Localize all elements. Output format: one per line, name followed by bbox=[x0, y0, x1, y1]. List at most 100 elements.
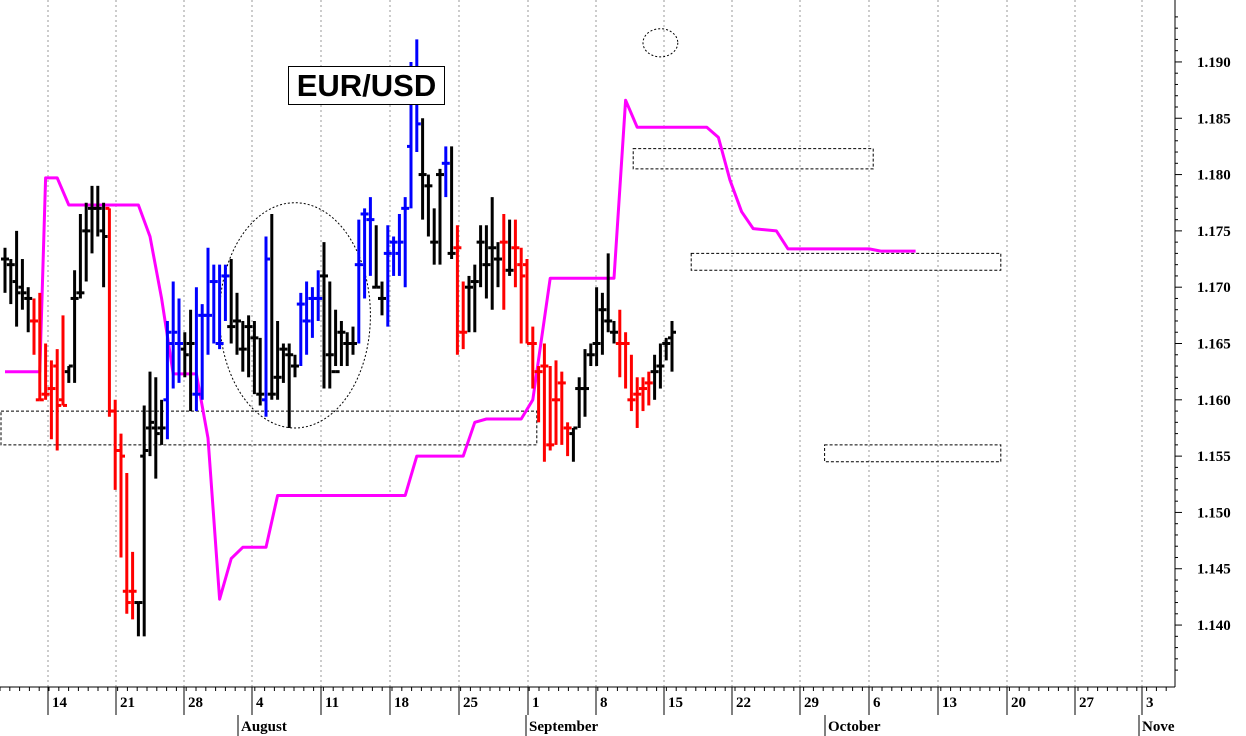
ohlc-bar bbox=[581, 349, 589, 417]
ohlc-bar bbox=[633, 377, 642, 428]
ohlc-bar bbox=[598, 292, 607, 355]
ohlc-bar bbox=[99, 202, 108, 288]
ohlc-bar bbox=[186, 309, 195, 412]
ohlc-bar bbox=[64, 364, 73, 383]
ohlc-bar bbox=[639, 377, 647, 412]
ohlc-bar bbox=[610, 320, 618, 344]
support-resistance-box bbox=[824, 444, 1002, 463]
ohlc-bar bbox=[273, 320, 282, 400]
ohlc-bar bbox=[424, 174, 433, 237]
ohlc-bar bbox=[343, 332, 352, 367]
y-tick-label: 1.145 bbox=[1197, 562, 1231, 578]
ohlc-bar bbox=[389, 236, 398, 276]
x-tick-label: 8 bbox=[600, 695, 608, 711]
ohlc-bar bbox=[505, 219, 514, 276]
ohlc-bar bbox=[447, 146, 456, 260]
y-tick-label: 1.160 bbox=[1197, 393, 1231, 409]
ohlc-bar bbox=[511, 219, 520, 288]
month-label: August bbox=[241, 719, 287, 735]
ohlc-bar bbox=[441, 146, 450, 198]
ohlc-bar bbox=[1, 247, 9, 293]
ohlc-bar bbox=[430, 208, 439, 265]
month-label: September bbox=[529, 719, 598, 735]
ohlc-bar bbox=[117, 433, 125, 558]
stop-line bbox=[5, 98, 916, 601]
ohlc-bar bbox=[285, 343, 294, 428]
x-tick-label: 14 bbox=[52, 695, 68, 711]
ohlc-bar bbox=[488, 197, 497, 310]
ohlc-bar bbox=[256, 337, 265, 406]
ohlc-bar bbox=[366, 197, 375, 276]
ohlc-bar bbox=[662, 337, 671, 361]
x-tick-label: 28 bbox=[188, 695, 203, 711]
y-tick-label: 1.185 bbox=[1197, 111, 1231, 127]
x-tick-label: 21 bbox=[120, 695, 135, 711]
ohlc-bar bbox=[557, 371, 566, 445]
ohlc-bar bbox=[546, 366, 555, 451]
ohlc-bar bbox=[302, 281, 311, 355]
ohlc-bar bbox=[238, 320, 247, 372]
ohlc-bar bbox=[111, 399, 120, 490]
ohlc-bar bbox=[244, 315, 253, 378]
ohlc-bar bbox=[233, 292, 241, 355]
ohlc-bar bbox=[383, 225, 392, 327]
ohlc-bar bbox=[482, 225, 491, 299]
ohlc-bar bbox=[378, 281, 386, 316]
ohlc-bar bbox=[459, 281, 468, 350]
y-tick-label: 1.165 bbox=[1197, 337, 1231, 353]
ohlc-bar bbox=[668, 320, 676, 372]
month-label: October bbox=[828, 719, 881, 735]
ohlc-bar bbox=[656, 343, 665, 389]
ohlc-bar bbox=[354, 219, 363, 344]
ohlc-bar bbox=[308, 287, 317, 338]
ohlc-bar bbox=[267, 213, 276, 400]
ohlc-bar bbox=[349, 326, 357, 355]
ohlc-bar bbox=[18, 259, 27, 310]
ohlc-bar bbox=[436, 168, 444, 265]
support-resistance-box bbox=[690, 252, 1002, 271]
ohlc-bar bbox=[24, 287, 33, 333]
ohlc-bar bbox=[180, 332, 189, 378]
ohlc-bar bbox=[320, 242, 328, 389]
ohlc-bar bbox=[157, 399, 166, 445]
ohlc-bar bbox=[453, 225, 462, 355]
x-tick-label: 13 bbox=[942, 695, 957, 711]
ohlc-bar bbox=[70, 270, 79, 383]
ohlc-bar bbox=[372, 225, 381, 289]
x-tick-label: 3 bbox=[1146, 695, 1154, 711]
ohlc-bar bbox=[540, 343, 549, 462]
ohlc-bar bbox=[563, 422, 572, 457]
x-tick-label: 15 bbox=[668, 695, 683, 711]
ohlc-bar bbox=[93, 185, 102, 237]
ohlc-bar bbox=[128, 551, 137, 620]
ohlc-bar bbox=[163, 320, 172, 440]
ohlc-bar bbox=[331, 309, 340, 374]
ohlc-bar bbox=[337, 320, 346, 367]
ohlc-bar bbox=[476, 225, 485, 288]
y-tick-label: 1.180 bbox=[1197, 168, 1231, 184]
ohlc-bar bbox=[528, 326, 537, 389]
y-tick-label: 1.140 bbox=[1197, 618, 1231, 634]
ohlc-bar bbox=[88, 185, 96, 254]
y-tick-label: 1.150 bbox=[1197, 505, 1231, 521]
ohlc-bar bbox=[59, 315, 67, 407]
ohlc-bar bbox=[215, 264, 224, 350]
support-resistance-box bbox=[0, 410, 538, 446]
ohlc-bar bbox=[644, 371, 653, 406]
ohlc-bar bbox=[650, 354, 659, 400]
ohlc-bar bbox=[41, 343, 50, 400]
ohlc-bar bbox=[465, 275, 473, 333]
ohlc-bar bbox=[592, 287, 601, 367]
ohlc-bar bbox=[494, 242, 502, 288]
ohlc-bar bbox=[575, 377, 584, 428]
ohlc-bar bbox=[209, 264, 218, 344]
ohlc-bar bbox=[30, 298, 38, 355]
ohlc-bar bbox=[262, 236, 270, 417]
ohlc-bar bbox=[122, 473, 131, 614]
y-tick-label: 1.170 bbox=[1197, 280, 1231, 296]
x-tick-label: 25 bbox=[463, 695, 478, 711]
y-tick-label: 1.175 bbox=[1197, 224, 1231, 240]
ohlc-bar bbox=[221, 264, 230, 321]
x-tick-label: 22 bbox=[736, 695, 751, 711]
